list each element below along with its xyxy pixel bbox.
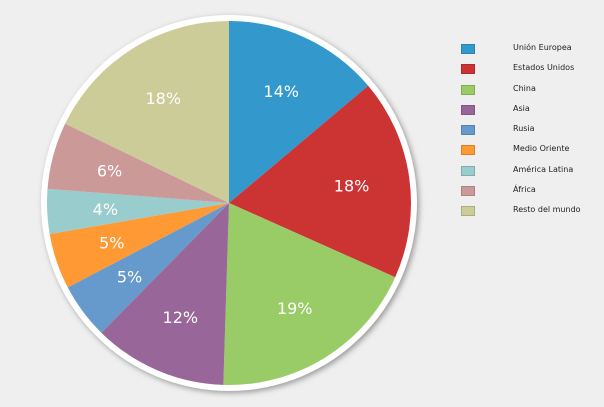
legend-label: Asia — [513, 104, 530, 113]
legend-swatch — [461, 85, 475, 95]
legend-item: América Latina — [461, 165, 601, 177]
legend-item: China — [461, 84, 601, 96]
legend-item: Resto del mundo — [461, 205, 601, 217]
legend-swatch — [461, 145, 475, 155]
slice-data-label: 4% — [93, 200, 118, 219]
pie-slice — [223, 203, 396, 385]
legend-item: Medio Oriente — [461, 144, 601, 156]
legend-item: Rusia — [461, 124, 601, 136]
slice-data-label: 18% — [334, 177, 370, 196]
legend-label: Medio Oriente — [513, 144, 570, 153]
slice-data-label: 14% — [263, 82, 299, 101]
legend-label: África — [513, 185, 536, 194]
legend-swatch — [461, 44, 475, 54]
slice-data-label: 18% — [145, 89, 181, 108]
legend-label: Estados Unidos — [513, 63, 575, 72]
pie-slice — [47, 188, 229, 234]
slice-data-label: 12% — [163, 308, 199, 327]
slice-data-label: 5% — [99, 234, 124, 253]
legend-label: Unión Europea — [513, 43, 572, 52]
legend-swatch — [461, 166, 475, 176]
legend-label: América Latina — [513, 165, 574, 174]
slice-data-label: 19% — [277, 299, 313, 318]
pie-slice — [229, 85, 411, 278]
legend-item: Estados Unidos — [461, 63, 601, 75]
legend-swatch — [461, 105, 475, 115]
pie-slice — [49, 203, 230, 288]
legend-item: Unión Europea — [461, 43, 601, 55]
legend-label: Resto del mundo — [513, 205, 581, 214]
legend-label: China — [513, 84, 536, 93]
pie-slice — [67, 203, 229, 333]
pie-slice — [101, 203, 229, 385]
pie-slice — [47, 123, 230, 203]
legend-label: Rusia — [513, 124, 535, 133]
legend-swatch — [461, 186, 475, 196]
slice-data-label: 6% — [97, 162, 122, 181]
legend-item: África — [461, 185, 601, 197]
legend-item: Asia — [461, 104, 601, 116]
slice-data-label: 5% — [117, 268, 142, 287]
pie-slice — [229, 21, 369, 203]
legend-swatch — [461, 125, 475, 135]
legend-swatch — [461, 64, 475, 74]
pie-slice — [65, 21, 229, 203]
legend-swatch — [461, 206, 475, 216]
